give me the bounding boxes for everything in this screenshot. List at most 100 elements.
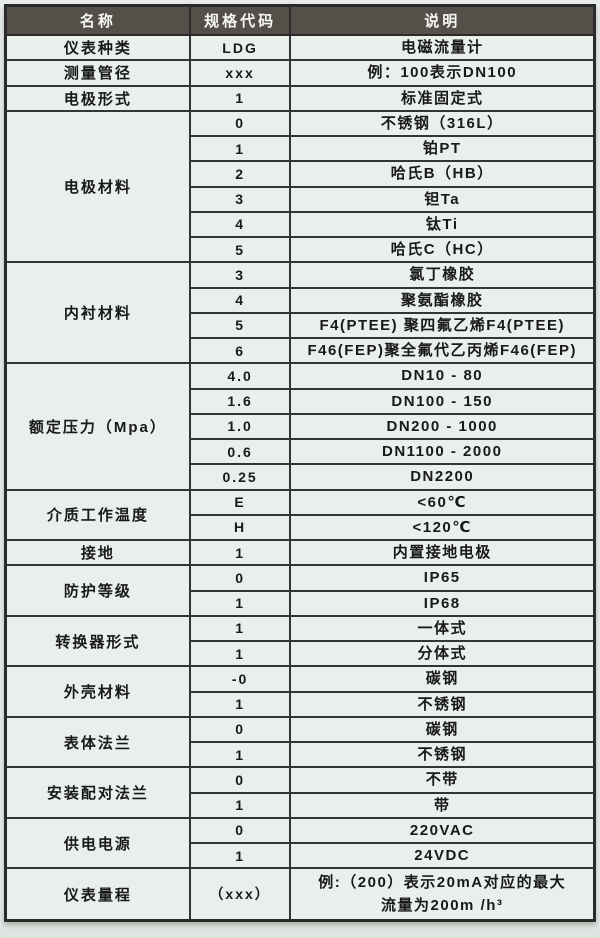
table-row: 介质工作温度 E <60℃ (4, 488, 596, 541)
table-row: 1 不锈钢 (6, 740, 596, 769)
table-row: 4 聚氨酯橡胶 (6, 286, 596, 314)
spec-name-cell: 供电电源 (4, 816, 191, 870)
spec-name-cell: 额定压力（Mpa） (4, 362, 191, 491)
spec-code-cell: 1.0 (188, 412, 292, 441)
spec-desc-cell: 铂PT (289, 134, 596, 163)
spec-desc-cell: 钛Ti (289, 210, 596, 239)
table-row: 接地 1 内置接地电极 (4, 538, 596, 567)
spec-desc-cell: 聚氨酯橡胶 (289, 286, 596, 314)
spec-code-cell: LDG (188, 33, 292, 62)
column-header-code: 规格代码 (188, 4, 292, 36)
spec-code-cell: 3 (188, 185, 292, 213)
table-row: 额定压力（Mpa） 4.0 DN10 - 80 (4, 362, 596, 491)
spec-code-cell: -0 (188, 665, 292, 693)
spec-name-cell: 测量管径 (4, 59, 191, 87)
spec-name-cell: 防护等级 (4, 564, 191, 617)
table-row: 电极形式 1 标准固定式 (4, 84, 596, 112)
spec-code-cell: 1 (188, 538, 292, 567)
spec-code-cell: 0.25 (188, 463, 292, 491)
spec-desc-cell: DN100 - 150 (289, 387, 596, 415)
spec-code-cell: 4 (188, 286, 292, 314)
spec-code-cell: xxx (188, 59, 292, 87)
table-row: 4 钛Ti (6, 210, 596, 239)
table-row: 5 F4(PTEE) 聚四氟乙烯F4(PTEE) (6, 311, 596, 340)
spec-code-cell: 5 (188, 311, 292, 340)
spec-desc-cell: 碳钢 (289, 715, 596, 744)
spec-code-cell: 1 (188, 740, 292, 769)
table-row: 5 哈氏C（HC） (6, 235, 596, 264)
spec-name-cell: 仪表量程 (4, 867, 191, 922)
spec-desc-cell: F46(FEP)聚全氟代乙丙烯F46(FEP) (289, 336, 596, 365)
spec-name-cell: 内衬材料 (4, 261, 191, 365)
table-row: 安装配对法兰 0 不带 (4, 766, 596, 819)
spec-table-body: 仪表种类 LDG 电磁流量计 测量管径 xxx 例：100表示DN100 电极形式 1 标准固定… (4, 33, 596, 922)
spec-desc-cell: 钽Ta (289, 185, 596, 213)
column-header-name: 名称 (4, 4, 191, 36)
spec-name-cell: 接地 (4, 538, 191, 567)
spec-name-cell: 外壳材料 (4, 665, 191, 718)
table-row: 2 哈氏B（HB） (6, 160, 596, 188)
spec-desc-cell: DN10 - 80 (289, 362, 596, 390)
spec-desc-cell: 不锈钢 (289, 690, 596, 718)
spec-desc-cell: DN200 - 1000 (289, 412, 596, 441)
spec-name-cell: 仪表种类 (4, 33, 191, 62)
spec-code-cell: 1 (188, 690, 292, 718)
table-row: 外壳材料 -0 碳钢 (4, 665, 596, 718)
table-row: 1 铂PT (6, 134, 596, 163)
spec-code-cell: 4 (188, 210, 292, 239)
spec-desc-cell: 哈氏C（HC） (289, 235, 596, 264)
spec-name-cell: 转换器形式 (4, 614, 191, 668)
spec-desc-cell: F4(PTEE) 聚四氟乙烯F4(PTEE) (289, 311, 596, 340)
table-row: 仪表量程 （xxx） 例:（200）表示20mA对应的最大 流量为200m /h³ (4, 867, 596, 922)
spec-desc-cell: <120℃ (289, 513, 596, 542)
table-row: 转换器形式 1 一体式 (4, 614, 596, 668)
spec-code-cell: 1.6 (188, 387, 292, 415)
spec-code-cell: 1 (188, 589, 292, 617)
spec-desc-cell: 碳钢 (289, 665, 596, 693)
spec-desc-cell: DN2200 (289, 463, 596, 491)
spec-code-cell: （xxx） (188, 867, 292, 922)
table-row: 3 钽Ta (6, 185, 596, 213)
spec-name-cell: 介质工作温度 (4, 488, 191, 541)
table-row: 测量管径 xxx 例：100表示DN100 (4, 59, 596, 87)
spec-code-cell: 1 (188, 614, 292, 643)
spec-desc-cell: 氯丁橡胶 (289, 261, 596, 289)
table-row: 防护等级 0 IP65 (4, 564, 596, 617)
spec-code-cell: 3 (188, 261, 292, 289)
table-row: 内衬材料 3 氯丁橡胶 (4, 261, 596, 365)
spec-code-cell: 5 (188, 235, 292, 264)
table-row: 1 24VDC (6, 841, 596, 870)
spec-desc-cell: 不带 (289, 766, 596, 794)
spec-code-cell: 0 (188, 715, 292, 744)
table-row: 6 F46(FEP)聚全氟代乙丙烯F46(FEP) (6, 336, 596, 365)
spec-desc-cell: IP68 (289, 589, 596, 617)
spec-desc-cell: 分体式 (289, 639, 596, 668)
spec-desc-cell: 带 (289, 791, 596, 819)
table-row: 表体法兰 0 碳钢 (4, 715, 596, 769)
table-row: 仪表种类 LDG 电磁流量计 (4, 33, 596, 62)
spec-desc-cell: IP65 (289, 564, 596, 592)
table-row: 1 不锈钢 (6, 690, 596, 718)
spec-desc-cell: 24VDC (289, 841, 596, 870)
spec-code-cell: 1 (188, 791, 292, 819)
spec-desc-cell: 哈氏B（HB） (289, 160, 596, 188)
spec-code-cell: E (188, 488, 292, 516)
table-row: 1.6 DN100 - 150 (6, 387, 596, 415)
spec-desc-cell: 不锈钢（316L） (289, 109, 596, 138)
spec-code-cell: 0 (188, 109, 292, 138)
spec-desc-cell: 标准固定式 (289, 84, 596, 112)
spec-code-cell: 1 (188, 841, 292, 870)
spec-name-cell: 电极形式 (4, 84, 191, 112)
spec-code-cell: H (188, 513, 292, 542)
spec-desc-cell: <60℃ (289, 488, 596, 516)
table-row: 1 IP68 (6, 589, 596, 617)
spec-code-cell: 1 (188, 639, 292, 668)
table-row: 供电电源 0 220VAC (4, 816, 596, 870)
table-row: 0.25 DN2200 (6, 463, 596, 491)
spec-desc-cell: 例：100表示DN100 (289, 59, 596, 87)
spec-desc-cell: 电磁流量计 (289, 33, 596, 62)
spec-table: 名称 规格代码 说明 仪表种类 LDG 电磁流量计 测量管径 xxx 例：100表示DN1… (4, 4, 596, 923)
column-header-description: 说明 (289, 4, 596, 36)
spec-code-cell: 0 (188, 564, 292, 592)
